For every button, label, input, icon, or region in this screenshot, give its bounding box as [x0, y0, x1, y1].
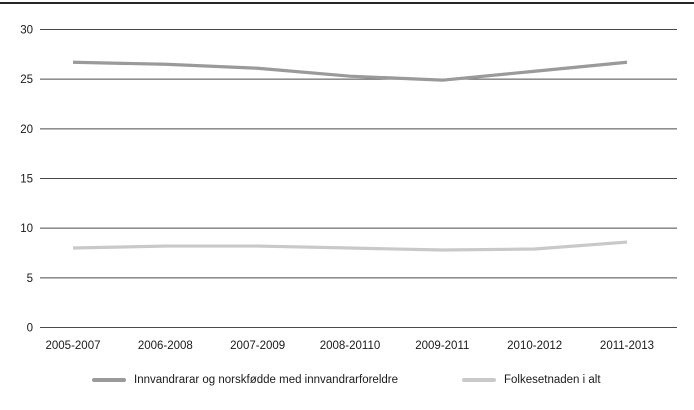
y-tick-label-10: 10: [20, 223, 33, 235]
x-tick-label-0: 2005-2007: [46, 340, 101, 352]
figure-top-border: [0, 2, 694, 4]
legend-label: Folkesetnaden i alt: [504, 374, 601, 386]
x-tick-label-2: 2007-2009: [230, 340, 285, 352]
x-tick-label-4: 2009-2011: [415, 340, 469, 352]
chart-legend: Innvandrarar og norskfødde med innvandra…: [0, 372, 694, 392]
legend-swatch-icon: [92, 378, 126, 382]
x-tick-label-1: 2006-2008: [138, 340, 193, 352]
legend-label: Innvandrarar og norskfødde med innvandra…: [134, 374, 399, 386]
x-tick-label-3: 2008-20110: [320, 340, 381, 352]
legend-swatch-icon: [462, 378, 496, 382]
x-tick-label-5: 2010-2012: [507, 340, 562, 352]
y-tick-label-20: 20: [20, 124, 33, 136]
legend-item-0: Innvandrarar og norskfødde med innvandra…: [92, 372, 398, 388]
y-tick-label-5: 5: [27, 273, 33, 285]
legend-item-1: Folkesetnaden i alt: [462, 372, 601, 388]
y-tick-label-25: 25: [20, 74, 33, 86]
x-tick-label-6: 2011-2013: [600, 340, 654, 352]
series-line-0: [72, 60, 628, 82]
y-tick-label-0: 0: [27, 323, 33, 335]
y-tick-label-30: 30: [20, 25, 33, 37]
y-tick-label-15: 15: [20, 174, 33, 186]
series-line-1: [72, 240, 628, 252]
